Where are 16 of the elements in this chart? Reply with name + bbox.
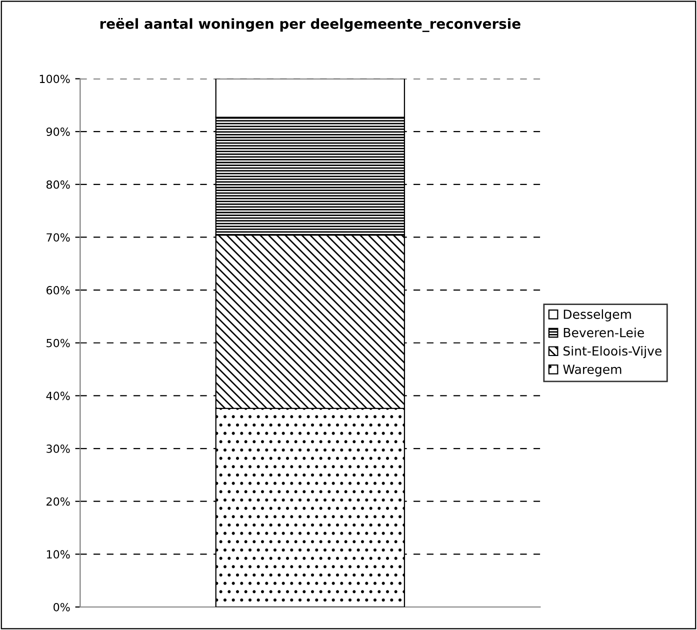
y-tick-label: 80% [46,180,70,189]
legend-label: Desselgem [564,309,631,322]
y-tick-label: 50% [46,338,70,348]
legend-label: Waregem [563,364,622,376]
legend-label: Sint-Eloois-Vijve [564,346,662,358]
y-tick-label: 100% [40,74,70,84]
y-tick-label: 60% [46,286,70,294]
y-tick-label: 70% [46,233,70,242]
y-tick-label: 30% [46,444,70,453]
y-tick-label: 20% [46,497,70,506]
y-tick-label: 40% [46,392,70,400]
legend-label: Beveren-Leie [564,328,644,338]
y-tick-label: 90% [46,128,70,136]
y-tick-label: 10% [46,550,70,559]
y-tick-label: 0% [54,602,70,612]
chart-title: reëel aantal woningen per deelgemeente_reconversie [100,18,520,32]
